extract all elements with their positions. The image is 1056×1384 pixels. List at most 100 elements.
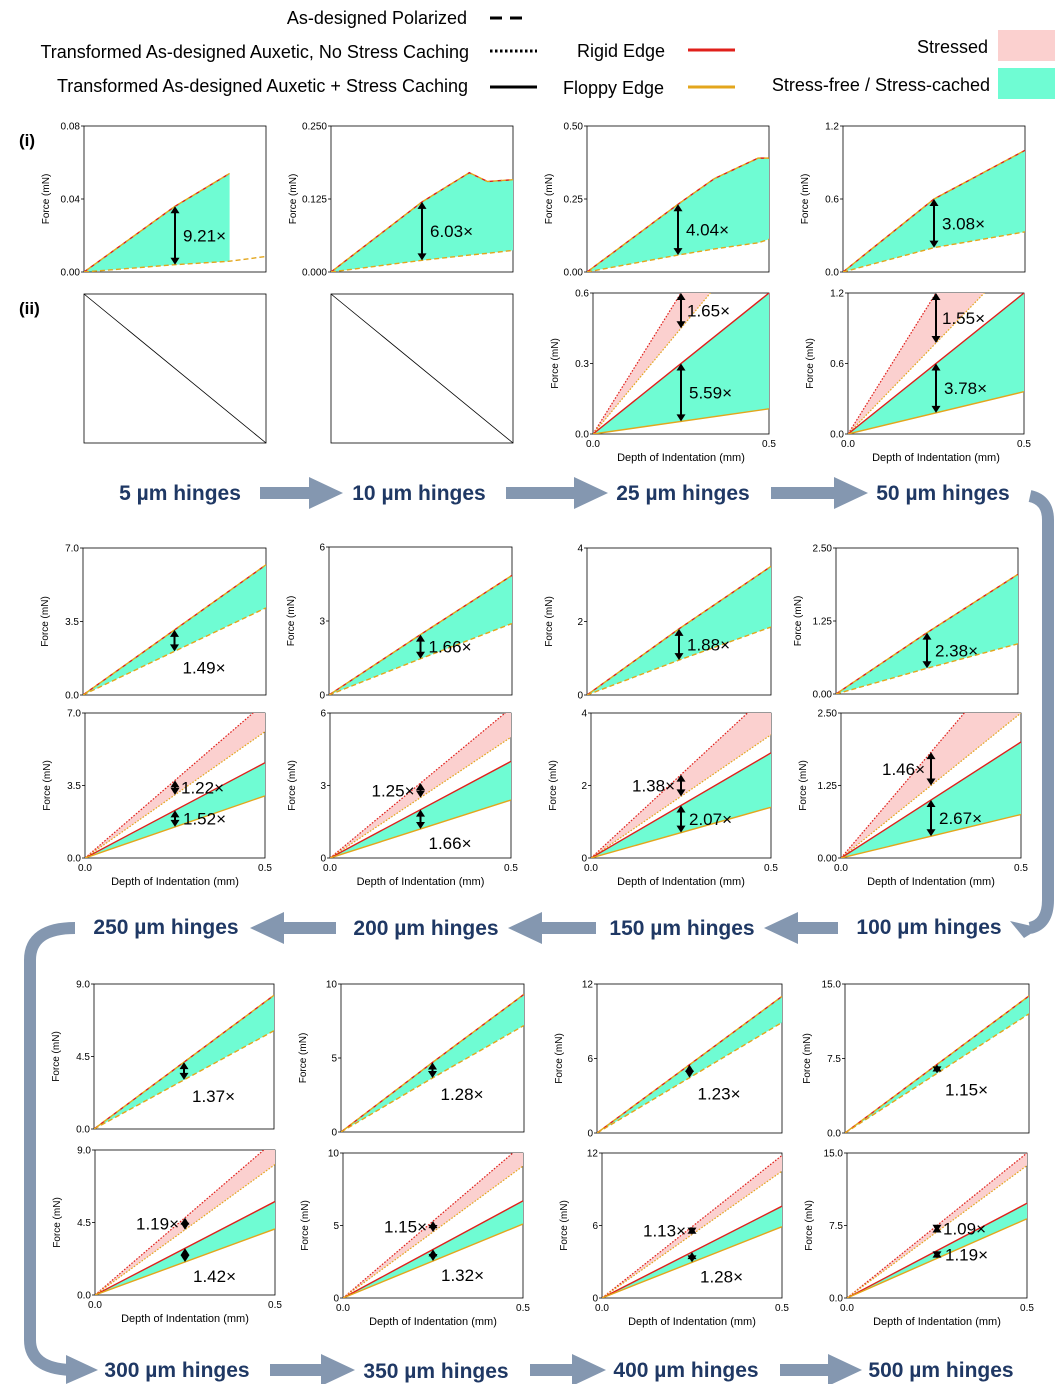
arrow-head-up xyxy=(929,199,939,206)
no-cache-rigid-line xyxy=(330,713,507,858)
stressed-band xyxy=(602,1155,782,1298)
y-tick-label: 4.5 xyxy=(77,1218,91,1229)
y-axis-label: Force (mN) xyxy=(548,760,559,811)
ratio-label: 9.21× xyxy=(183,227,226,246)
arrow-head-down xyxy=(170,644,179,652)
y-tick-label: 9.0 xyxy=(77,1146,91,1157)
x-tick-label: 0.5 xyxy=(762,439,776,450)
y-tick-label: 0.6 xyxy=(575,289,589,300)
chart-400-m-hinges-ii: 1.13× 1.28× 0 6 12 0.0 0.5 Force (mN) Depth of I… xyxy=(559,1149,789,1329)
arrow-head-up xyxy=(416,809,425,817)
chart-250-m-hinges-ii: 1.22× 1.52× 0.0 3.5 7.0 0.0 0.5 Force (mN) Depth… xyxy=(42,709,272,889)
lower-ratio-label: 2.67× xyxy=(939,809,982,828)
y-axis-label: Force (mN) xyxy=(42,760,53,811)
arrow-head-down xyxy=(170,819,180,827)
y-axis-label: Force (mN) xyxy=(40,596,51,647)
arrow-head-down xyxy=(931,405,941,413)
polarized-rigid-line xyxy=(587,157,769,272)
y-axis-label: Force (mN) xyxy=(41,174,52,225)
legend-cache-label: Transformed As-designed Auxetic + Stress… xyxy=(57,76,468,96)
flow-connector-right xyxy=(1028,490,1054,934)
ratio-arrow xyxy=(170,206,180,265)
polarized-floppy-line xyxy=(587,238,769,272)
arrow-head-up xyxy=(170,780,180,788)
y-tick-label: 0 xyxy=(577,691,583,702)
chart-50-m-hinges-i: 3.08× 0.0 0.6 1.2 Force (mN) xyxy=(800,122,1026,279)
y-tick-label: 0.00 xyxy=(564,268,584,279)
chart-25-m-hinges-i: 4.04× 0.00 0.25 0.50 Force (mN) xyxy=(544,122,770,279)
y-tick-label: 0.04 xyxy=(61,195,81,206)
arrow-head-down xyxy=(931,335,941,343)
chart-350-m-hinges-ii: 1.15× 1.32× 0 5 10 0.0 0.5 Force (mN) Depth of I… xyxy=(300,1149,530,1329)
arrow-head-up xyxy=(673,204,683,212)
y-tick-label: 0.0 xyxy=(77,1291,91,1302)
upper-ratio-label: 1.13× xyxy=(643,1222,686,1241)
chart-50-m-hinges-ii: 1.55× 3.78× 0.0 0.6 1.2 0.0 0.5 Force (mN) Depth… xyxy=(805,289,1031,465)
arrow-head-up xyxy=(417,201,427,209)
y-tick-label: 1.25 xyxy=(818,781,838,792)
polarized-rigid-line-overlay xyxy=(331,171,513,272)
x-tick-label: 0.0 xyxy=(78,863,92,874)
flow-connector-right-head xyxy=(1010,921,1040,938)
arrow-head-down xyxy=(932,1251,942,1259)
y-axis-label: Force (mN) xyxy=(52,1197,63,1248)
chart-500-m-hinges-ii: 1.09× 1.19× 0.0 7.5 15.0 0.0 0.5 Force (mN) Dept… xyxy=(804,1149,1034,1329)
chart-25-m-hinges-ii: 1.65× 5.59× 0.0 0.3 0.6 0.0 0.5 Force (mN) Depth… xyxy=(550,289,776,465)
chart-150-m-hinges-ii: 1.38× 2.07× 0 2 4 0.0 0.5 Force (mN) Depth of In… xyxy=(548,709,778,889)
y-tick-label: 0.6 xyxy=(830,359,844,370)
polarized-floppy-line xyxy=(843,231,1025,272)
y-axis-label: Force (mN) xyxy=(802,1033,813,1084)
ratio-arrow xyxy=(929,199,939,248)
x-tick-label: 0.5 xyxy=(1014,863,1028,874)
ratio-arrow xyxy=(922,632,932,669)
polarized-rigid-line-overlay xyxy=(587,157,769,272)
arrow-head-down xyxy=(685,1070,694,1078)
y-tick-label: 5 xyxy=(331,1054,337,1065)
y-axis-label: Force (mN) xyxy=(798,760,809,811)
arrow-head-down xyxy=(180,1254,190,1262)
lower-ratio-label: 1.19× xyxy=(945,1246,988,1265)
y-axis-label: Force (mN) xyxy=(544,596,555,647)
flow-arrow-100-150 xyxy=(764,912,838,944)
hinge-label-350-m-hinges: 350 µm hinges xyxy=(363,1360,508,1383)
lower-ratio-label: 1.32× xyxy=(441,1266,484,1285)
no-cache-rigid-line xyxy=(343,1153,514,1298)
arrow-head-down xyxy=(926,829,936,837)
y-tick-label: 4.5 xyxy=(76,1052,90,1063)
ratio-arrow xyxy=(170,629,179,652)
hinge-label-500-m-hinges: 500 µm hinges xyxy=(868,1359,1013,1382)
x-tick-label: 0.0 xyxy=(595,1303,609,1314)
upper-ratio-arrow xyxy=(180,1217,190,1230)
x-tick-label: 0.5 xyxy=(268,1300,282,1311)
x-tick-label: 0.5 xyxy=(764,863,778,874)
arrow-head-up xyxy=(416,783,425,791)
ratio-arrow xyxy=(417,201,427,261)
lower-ratio-arrow xyxy=(170,810,180,827)
chart-150-m-hinges-i: 1.88× 0 2 4 Force (mN) xyxy=(544,544,772,702)
arrow-head-up xyxy=(676,363,686,371)
y-tick-label: 0 xyxy=(319,691,325,702)
flow-arrow-150-200 xyxy=(508,912,596,944)
lower-ratio-label: 1.42× xyxy=(193,1267,236,1286)
polarized-floppy-line xyxy=(84,255,266,272)
ratio-arrow xyxy=(416,634,425,659)
arrow-head-down xyxy=(932,1066,942,1074)
upper-ratio-label: 1.38× xyxy=(632,777,675,796)
ratio-label: 1.49× xyxy=(183,658,226,677)
x-tick-label: 0.0 xyxy=(323,863,337,874)
upper-ratio-arrow xyxy=(926,752,936,786)
plot-frame xyxy=(596,983,783,1134)
y-tick-label: 0.0 xyxy=(827,1129,841,1140)
upper-ratio-arrow xyxy=(676,774,686,797)
y-axis-label: Force (mN) xyxy=(298,1033,309,1084)
y-tick-label: 2.50 xyxy=(818,709,838,720)
y-tick-label: 0 xyxy=(581,854,587,865)
legend-stressed-label: Stressed xyxy=(917,37,988,57)
x-axis-label: Depth of Indentation (mm) xyxy=(357,876,485,888)
ratio-label: 1.66× xyxy=(429,638,472,657)
x-tick-label: 0.0 xyxy=(88,1300,102,1311)
flow-arrow-400-500 xyxy=(780,1354,862,1384)
y-tick-label: 0.125 xyxy=(302,195,327,206)
y-tick-label: 1.2 xyxy=(830,289,844,300)
lower-ratio-arrow xyxy=(687,1252,697,1263)
